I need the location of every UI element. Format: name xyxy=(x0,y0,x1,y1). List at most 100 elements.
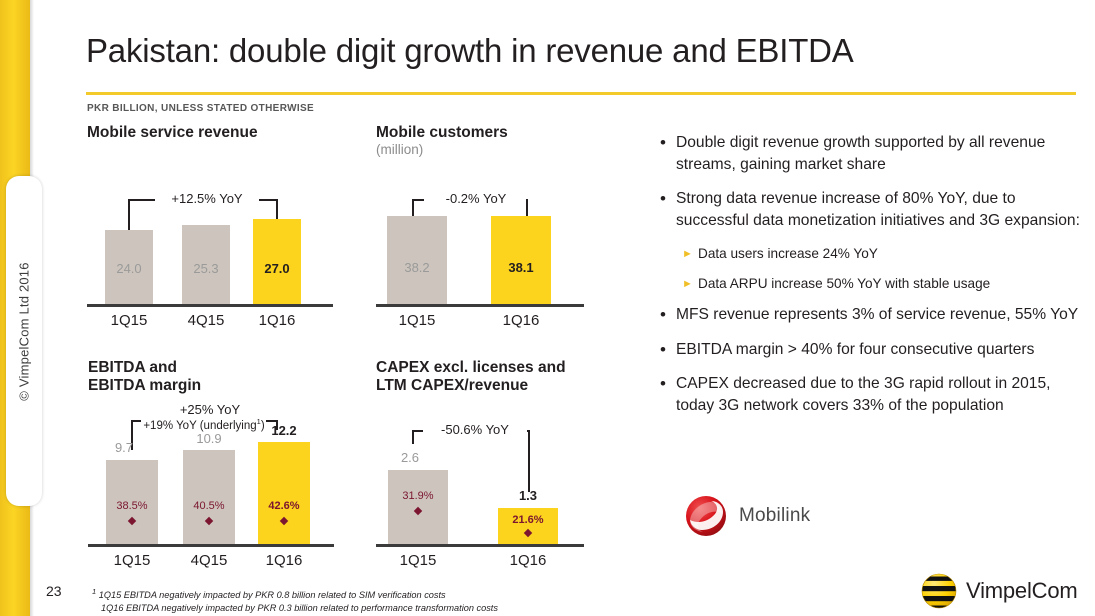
mobilink-mark-icon xyxy=(684,494,728,538)
x-label-1q15: 1Q15 xyxy=(113,552,151,569)
footnote-marker: 1 xyxy=(92,587,97,596)
chart-title-line2: EBITDA margin xyxy=(88,377,202,394)
bullet-dot-icon: • xyxy=(660,374,666,393)
annotation-underlying-end: ) xyxy=(260,419,265,432)
footnotes: 1 1Q15 EBITDA negatively impacted by PKR… xyxy=(92,585,498,615)
footnote-line-2: 1Q16 EBITDA negatively impacted by PKR 0… xyxy=(92,602,498,615)
annotation-bracket-left xyxy=(412,430,414,444)
plot-area: -50.6% YoY 2.6 1.3 31.9% 21.6% 1Q15 1Q16 xyxy=(376,402,584,572)
plot-area: +12.5% YoY 24.0 25.3 27.0 1Q15 4Q15 1Q16 xyxy=(87,152,333,332)
x-label-4q15: 4Q15 xyxy=(190,552,228,569)
bar-1q16 xyxy=(253,219,301,304)
margin-value-1q15: 38.5% xyxy=(116,500,148,512)
bar-value-1q15: 24.0 xyxy=(116,261,142,276)
x-label-1q16: 1Q16 xyxy=(509,552,547,569)
bullet-item: • EBITDA margin > 40% for four consecuti… xyxy=(660,339,1080,361)
annotation-underlying-text: +19% YoY (underlying xyxy=(143,419,257,432)
bar-1q15 xyxy=(106,460,158,546)
vimpelcom-wordmark: VimpelCom xyxy=(966,578,1078,603)
margin-value-4q15: 40.5% xyxy=(193,500,225,512)
bar-4q15 xyxy=(183,450,235,546)
bar-value-4q15: 25.3 xyxy=(193,261,219,276)
margin-value-1q16: 42.6% xyxy=(268,500,300,512)
bar-value-4q15: 10.9 xyxy=(196,431,222,446)
plot-area: -0.2% YoY 38.2 38.1 1Q15 1Q16 xyxy=(376,168,584,332)
x-axis xyxy=(88,544,334,547)
annotation-bracket-right-arm xyxy=(266,420,277,422)
x-axis xyxy=(376,304,584,307)
x-label-1q16: 1Q16 xyxy=(265,552,303,569)
x-axis xyxy=(87,304,333,307)
bullet-item: • MFS revenue represents 3% of service r… xyxy=(660,304,1080,326)
bar-1q16 xyxy=(491,216,551,304)
bar-value-1q16: 12.2 xyxy=(271,423,297,438)
mobilink-wordmark: Mobilink xyxy=(739,505,811,526)
chart-title-line2: LTM CAPEX/revenue xyxy=(376,377,529,394)
bullet-item: • CAPEX decreased due to the 3G rapid ro… xyxy=(660,373,1080,416)
bullet-list: • Double digit revenue growth supported … xyxy=(660,132,1080,429)
vimpelcom-logo: VimpelCom xyxy=(920,572,1078,610)
bullet-item: • Double digit revenue growth supported … xyxy=(660,132,1080,175)
vimpelcom-bee-icon xyxy=(920,572,958,610)
annotation-label: -50.6% YoY xyxy=(423,422,527,437)
bar-1q15 xyxy=(105,230,153,304)
sub-bullet-text: Data ARPU increase 50% YoY with stable u… xyxy=(698,276,991,291)
sub-bullet-item: ► Data ARPU increase 50% YoY with stable… xyxy=(682,274,1080,294)
bar-value-1q15: 2.6 xyxy=(400,450,420,465)
annotation-label: -0.2% YoY xyxy=(426,191,526,206)
annotation-bracket-right xyxy=(528,430,530,492)
bullet-dot-icon: • xyxy=(660,305,666,324)
sub-bullet-item: ► Data users increase 24% YoY xyxy=(682,244,1080,264)
chart-title: Mobile service revenue xyxy=(87,124,258,141)
x-axis xyxy=(376,544,584,547)
bar-value-1q15: 38.2 xyxy=(404,260,430,275)
footnote-text-1: 1Q15 EBITDA negatively impacted by PKR 0… xyxy=(98,590,446,601)
x-label-1q16: 1Q16 xyxy=(502,312,540,329)
bullet-item: • Strong data revenue increase of 80% Yo… xyxy=(660,188,1080,231)
bar-1q15 xyxy=(387,216,447,304)
copyright-panel: © VimpelCom Ltd 2016 xyxy=(6,176,42,506)
bar-value-1q16: 27.0 xyxy=(264,261,290,276)
chart-title-line1: CAPEX excl. licenses and xyxy=(376,359,566,376)
annotation-underlying-sup: 1 xyxy=(256,417,261,426)
annotation-bracket-left xyxy=(412,199,414,224)
chart-ebitda-and-margin: EBITDA and EBITDA margin +25% YoY +19% Y… xyxy=(88,359,334,569)
x-label-1q15: 1Q15 xyxy=(398,312,436,329)
annotation-bracket-right xyxy=(276,420,278,430)
footnote-text-2: 1Q16 EBITDA negatively impacted by PKR 0… xyxy=(101,603,498,614)
bar-1q16 xyxy=(498,508,558,546)
chart-mobile-customers: Mobile customers (million) -0.2% YoY 38.… xyxy=(376,124,584,329)
chart-capex: CAPEX excl. licenses and LTM CAPEX/reven… xyxy=(376,359,584,569)
bar-1q16 xyxy=(258,442,310,546)
x-label-1q15: 1Q15 xyxy=(110,312,148,329)
footnote-line-1: 1 1Q15 EBITDA negatively impacted by PKR… xyxy=(92,585,498,602)
slide-title: Pakistan: double digit growth in revenue… xyxy=(86,32,854,69)
x-label-1q15: 1Q15 xyxy=(399,552,437,569)
margin-value-1q16: 21.6% xyxy=(512,514,544,526)
mobilink-logo: Mobilink xyxy=(684,494,810,538)
bar-value-1q15: 9.7 xyxy=(114,440,134,455)
bar-value-1q16: 1.3 xyxy=(518,488,538,503)
bullet-text: CAPEX decreased due to the 3G rapid roll… xyxy=(676,375,1051,414)
bullet-text: Double digit revenue growth supported by… xyxy=(676,134,1046,173)
annotation-bracket-left-arm xyxy=(131,420,141,422)
bullet-text: Strong data revenue increase of 80% YoY,… xyxy=(676,190,1080,229)
chart-title: Mobile customers xyxy=(376,124,508,141)
margin-value-1q15: 31.9% xyxy=(402,490,434,502)
annotation-top-label: +25% YoY xyxy=(179,402,241,417)
triangle-right-icon: ► xyxy=(682,248,693,260)
title-divider xyxy=(86,92,1076,95)
annotation-bracket-right xyxy=(276,199,278,221)
bullet-text: MFS revenue represents 3% of service rev… xyxy=(676,306,1079,323)
triangle-right-icon: ► xyxy=(682,278,693,290)
bullet-dot-icon: • xyxy=(660,339,666,359)
annotation-bracket-right xyxy=(526,199,528,224)
annotation-label: +12.5% YoY xyxy=(155,191,259,206)
bar-4q15 xyxy=(182,225,230,304)
page-number: 23 xyxy=(46,583,62,599)
copyright-text: © VimpelCom Ltd 2016 xyxy=(16,262,32,401)
chart-mobile-service-revenue: Mobile service revenue +12.5% YoY 24.0 2… xyxy=(87,124,333,329)
bullet-dot-icon: • xyxy=(660,133,666,152)
x-label-1q16: 1Q16 xyxy=(258,312,296,329)
annotation-bracket-left-arm xyxy=(412,199,424,201)
